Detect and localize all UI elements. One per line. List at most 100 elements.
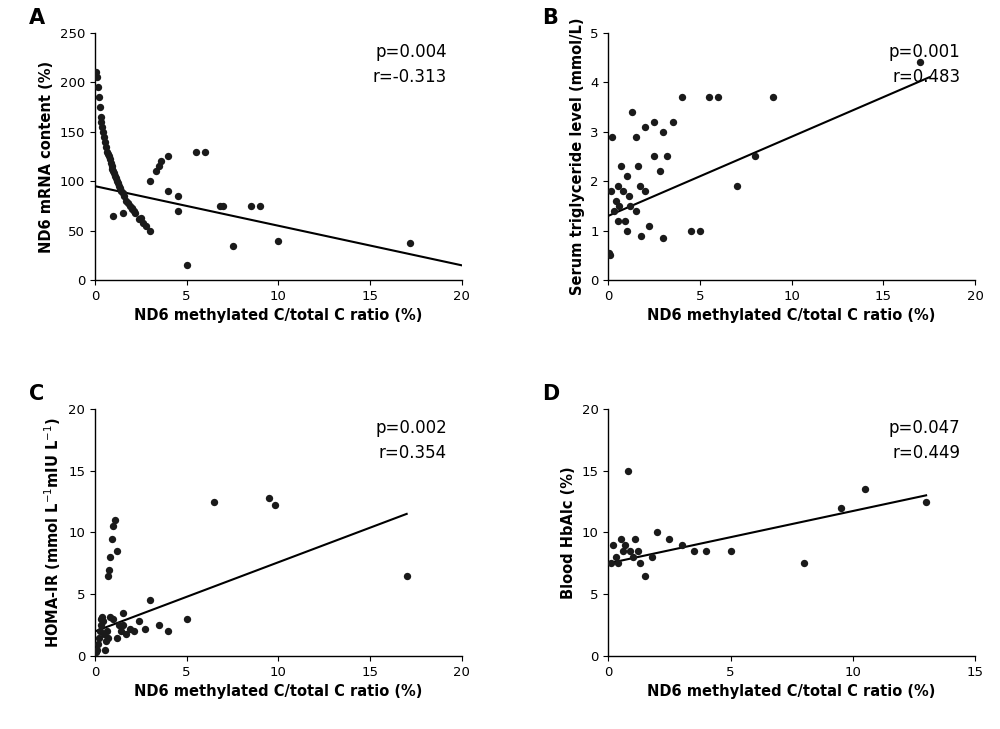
Point	[630, 160, 646, 172]
Point	[151, 160, 167, 172]
Point	[649, 526, 665, 538]
Point	[918, 496, 934, 507]
Point	[188, 146, 204, 157]
Point	[91, 632, 107, 644]
Point	[765, 91, 781, 103]
Point	[620, 465, 636, 477]
Point	[613, 533, 629, 545]
Point	[109, 632, 125, 644]
Point	[637, 185, 653, 197]
Point	[153, 155, 169, 167]
Point	[114, 187, 130, 199]
Point	[100, 148, 116, 160]
Y-axis label: Serum triglyceride level (mmol/L): Serum triglyceride level (mmol/L)	[570, 17, 585, 295]
Point	[637, 121, 653, 133]
Point	[622, 200, 638, 212]
Point	[252, 200, 268, 212]
Point	[610, 215, 626, 227]
Point	[131, 616, 147, 628]
Point	[110, 177, 126, 189]
Point	[102, 154, 118, 165]
Point	[212, 200, 228, 212]
Point	[89, 71, 105, 83]
Point	[138, 220, 154, 232]
Point	[99, 146, 115, 157]
Point	[109, 545, 125, 557]
Point	[99, 625, 115, 637]
Point	[114, 620, 130, 631]
Point	[118, 195, 134, 207]
Point	[674, 91, 690, 103]
Point	[101, 564, 117, 575]
Point	[102, 551, 118, 563]
Point	[126, 625, 142, 637]
Text: p=0.004
r=-0.313: p=0.004 r=-0.313	[373, 43, 447, 86]
Point	[619, 171, 635, 182]
Point	[624, 106, 640, 118]
Point	[95, 126, 111, 138]
Point	[113, 185, 129, 197]
Point	[160, 151, 176, 163]
Point	[97, 644, 113, 656]
Y-axis label: Blood HbAlc (%): Blood HbAlc (%)	[561, 466, 576, 599]
Point	[104, 160, 120, 172]
Point	[243, 200, 259, 212]
Point	[108, 173, 124, 184]
Point	[151, 620, 167, 631]
Point	[92, 101, 108, 113]
Point	[692, 225, 708, 236]
Point	[88, 66, 104, 78]
Point	[747, 151, 763, 163]
Point	[608, 195, 624, 207]
Point	[135, 217, 151, 229]
Point	[104, 533, 120, 545]
Point	[608, 551, 624, 563]
Point	[114, 207, 130, 219]
Point	[857, 483, 873, 495]
Point	[142, 176, 158, 187]
Text: C: C	[29, 384, 44, 404]
Point	[92, 625, 108, 637]
Point	[142, 595, 158, 607]
Point	[109, 176, 125, 187]
Point	[399, 570, 415, 582]
Point	[617, 215, 633, 227]
Point	[646, 116, 662, 128]
Point	[113, 625, 129, 637]
Point	[160, 625, 176, 637]
Point	[652, 165, 668, 177]
Point	[206, 496, 222, 507]
Y-axis label: HOMA-IR (mmol L$^{-1}$mIU L$^{-1}$): HOMA-IR (mmol L$^{-1}$mIU L$^{-1}$)	[42, 417, 63, 648]
Point	[622, 545, 638, 557]
Point	[267, 499, 283, 511]
Point	[96, 628, 112, 639]
Point	[603, 558, 619, 569]
Point	[100, 570, 116, 582]
Point	[619, 225, 635, 236]
Point	[93, 613, 109, 625]
Point	[90, 638, 106, 650]
Point	[686, 545, 702, 557]
Point	[179, 613, 195, 625]
X-axis label: ND6 methylated C/total C ratio (%): ND6 methylated C/total C ratio (%)	[647, 685, 936, 699]
Point	[107, 171, 123, 182]
Point	[796, 558, 812, 569]
Point	[628, 205, 644, 217]
Point	[215, 200, 231, 212]
Point	[133, 212, 149, 224]
Point	[97, 136, 113, 147]
Point	[126, 205, 142, 217]
Point	[617, 539, 633, 550]
Point	[620, 190, 637, 202]
Point	[646, 151, 662, 163]
Point	[641, 220, 657, 232]
Point	[169, 205, 186, 217]
Point	[611, 200, 627, 212]
Point	[94, 121, 110, 133]
Point	[664, 116, 680, 128]
Point	[710, 91, 726, 103]
Point	[105, 165, 121, 177]
Point	[101, 151, 117, 163]
Point	[90, 82, 106, 93]
Point	[93, 116, 109, 128]
